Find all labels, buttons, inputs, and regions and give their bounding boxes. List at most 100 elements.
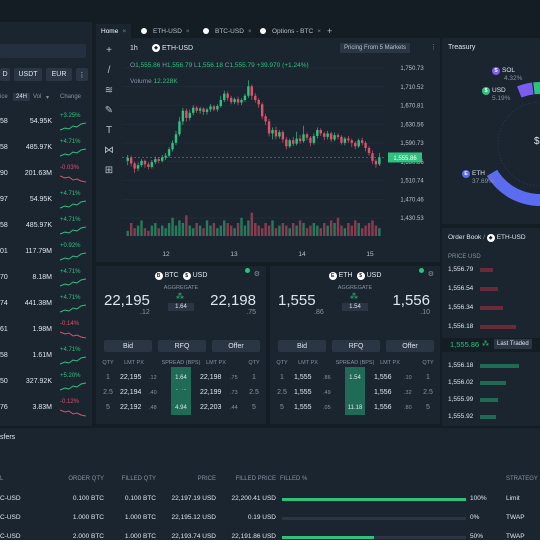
chart-symbol-label: ETH-USD [162, 44, 194, 52]
close-icon[interactable]: × [122, 27, 127, 35]
watchlist-row[interactable]: 90 201.63M -0.03% [0, 165, 92, 188]
bid-cell[interactable]: 1,555 [294, 389, 312, 396]
offer-cell[interactable]: 22,199 [200, 389, 222, 396]
orderbook-row[interactable]: 1,556.54 [442, 283, 540, 297]
order-row[interactable]: C-USD 2.000 BTC 1.000 BTC 22,193.74 USD 22,1… [0, 530, 540, 540]
watchlist-row[interactable]: 50 327.92K +5.20% [0, 373, 92, 396]
period-selector[interactable]: 24H [13, 93, 31, 101]
ticket-pair[interactable]: E ETH $ USD [270, 272, 440, 280]
candle-body [140, 160, 143, 166]
bid-cell[interactable]: 22,195 [120, 374, 142, 381]
ticket-pair[interactable]: B BTC $ USD [96, 272, 266, 280]
tab-label: Options - BTC [272, 27, 314, 35]
volume-readout: Volume 12.228K [130, 78, 178, 85]
watchlist-row[interactable]: 58 485.97K +4.71% [0, 139, 92, 162]
fullscreen-icon[interactable]: ⋮ [430, 44, 437, 51]
orderbook-row[interactable]: 1,556.79 [442, 264, 540, 278]
orderbook-row[interactable]: 1,556.34 [442, 302, 540, 316]
watchlist-row[interactable]: 58 54.95K +3.25% [0, 113, 92, 136]
bid-button[interactable]: Bid [278, 340, 326, 352]
orderbook-row[interactable]: 1,555.92 [442, 411, 540, 425]
tab-home[interactable]: Home × [96, 24, 132, 38]
bid-cell[interactable]: 1,555 [294, 374, 312, 381]
row-change: -0.14% [60, 321, 80, 327]
row-volume: 1.98M [32, 326, 52, 333]
order-row[interactable]: C-USD 0.100 BTC 0.100 BTC 22,197.19 USD 22,2… [0, 492, 540, 508]
watchlist-row[interactable]: 58 1.61M +4.71% [0, 347, 92, 370]
watchlist-row[interactable]: 58 485.97K +4.71% [0, 217, 92, 240]
close-icon[interactable]: × [247, 27, 252, 35]
more-icon[interactable]: ⋮ [76, 68, 88, 81]
watchlist-row[interactable]: 76 3.83M -0.12% [0, 399, 92, 422]
bid-cell[interactable]: 22,194 [120, 389, 142, 396]
treasury-panel: Treasury S SOL 4.32% $ USD 5.19% E ETH 37.69% … [442, 38, 540, 224]
bid-price-big[interactable]: 22,195 [104, 292, 150, 309]
watchlist-row[interactable]: 01 117.79M +0.92% [0, 243, 92, 266]
line-icon[interactable]: / [108, 65, 111, 76]
text-icon[interactable]: T [106, 125, 112, 136]
tab-options-btc[interactable]: Options - BTC × [255, 24, 326, 38]
offer-button[interactable]: Offer [386, 340, 434, 352]
ticket-ladder-row[interactable]: 5 1,555 .05 11.18 1,556 .80 5 [270, 388, 440, 415]
rfq-button[interactable]: RFQ [158, 340, 206, 352]
ticket-ladder-row[interactable]: 5 22,192 .48 4.94 22,203 .44 5 [96, 390, 266, 415]
volume-bar [264, 223, 267, 236]
filter-button[interactable]: D [0, 68, 10, 81]
offer-cell[interactable]: 1,556 [374, 389, 392, 396]
watchlist-row[interactable]: 97 54.95K +4.71% [0, 191, 92, 214]
plus-icon[interactable]: + [327, 26, 333, 36]
offer-button[interactable]: Offer [212, 340, 260, 352]
volume-bar [219, 225, 223, 236]
bid-button[interactable]: Bid [104, 340, 152, 352]
close-icon[interactable]: × [317, 27, 321, 35]
volume-bar [188, 225, 191, 236]
watchlist-row[interactable]: 70 8.18M +4.71% [0, 269, 92, 292]
settings-icon[interactable]: ⚙ [427, 271, 434, 278]
orderbook-row[interactable]: 1,555.99 [442, 394, 540, 408]
offer-cell[interactable]: 22,198 [200, 374, 222, 381]
tab-btc-usd[interactable]: BTC-USD × [198, 24, 257, 38]
donut-slice-eth[interactable] [486, 83, 540, 206]
chart-symbol[interactable]: ◆ ETH-USD [152, 44, 193, 52]
filter-button[interactable]: EUR [46, 68, 72, 81]
donut-slice-usd[interactable] [533, 82, 540, 95]
donut-slice-sol[interactable] [517, 82, 534, 98]
bid-price-big[interactable]: 1,555 [278, 292, 316, 309]
orderbook-row[interactable]: 1,556.18 [442, 360, 540, 374]
tab-eth-usd[interactable]: ETH-USD × [136, 24, 195, 38]
high-label: H [162, 62, 167, 69]
offer-price-big[interactable]: 22,198 [210, 292, 256, 309]
measure-icon[interactable]: ⊞ [105, 165, 113, 176]
pattern-icon[interactable]: ⋈ [104, 145, 114, 156]
order-row[interactable]: C-USD 1.000 BTC 1.000 BTC 22,195.12 USD 0.19… [0, 511, 540, 527]
volume-bar [136, 225, 140, 236]
candle-body [243, 95, 247, 100]
candle-body [202, 108, 205, 112]
bid-cell[interactable]: 22,192 [120, 404, 142, 411]
bid-cell[interactable]: 1,555 [294, 404, 312, 411]
sparkline [60, 278, 86, 287]
rfq-button[interactable]: RFQ [332, 340, 380, 352]
offer-cell[interactable]: 22,203 [200, 404, 222, 411]
offer-cell[interactable]: 1,556 [374, 404, 392, 411]
watchlist-row[interactable]: 61 1.98M -0.14% [0, 321, 92, 344]
close-icon[interactable]: × [185, 27, 190, 35]
orderbook-row[interactable]: 1,556.02 [442, 377, 540, 391]
fib-icon[interactable]: ≋ [105, 85, 113, 96]
chevron-down-icon[interactable]: ▾ [46, 95, 50, 101]
offer-cell[interactable]: 1,556 [374, 374, 392, 381]
candlestick-chart[interactable]: 1,750.73 1,710.52 1,670.81 1,630.56 1,590.73… [122, 60, 440, 260]
offer-price-big[interactable]: 1,556 [392, 292, 430, 309]
orderbook-row[interactable]: 1,556.18 [442, 321, 540, 335]
watchlist-row[interactable]: 74 441.38M +4.71% [0, 295, 92, 318]
crosshair-icon[interactable]: + [106, 45, 112, 56]
row-change: +5.20% [60, 373, 81, 379]
last-traded-button[interactable]: Last Traded [494, 339, 532, 349]
row-price: 76 [0, 404, 8, 411]
settings-icon[interactable]: ⚙ [253, 271, 260, 278]
filter-button[interactable]: USDT [14, 68, 42, 81]
brush-icon[interactable]: ✎ [105, 105, 113, 116]
allocation-donut[interactable] [442, 38, 540, 224]
watchlist-search-input[interactable] [0, 44, 86, 58]
interval-selector[interactable]: 1h [130, 45, 138, 52]
